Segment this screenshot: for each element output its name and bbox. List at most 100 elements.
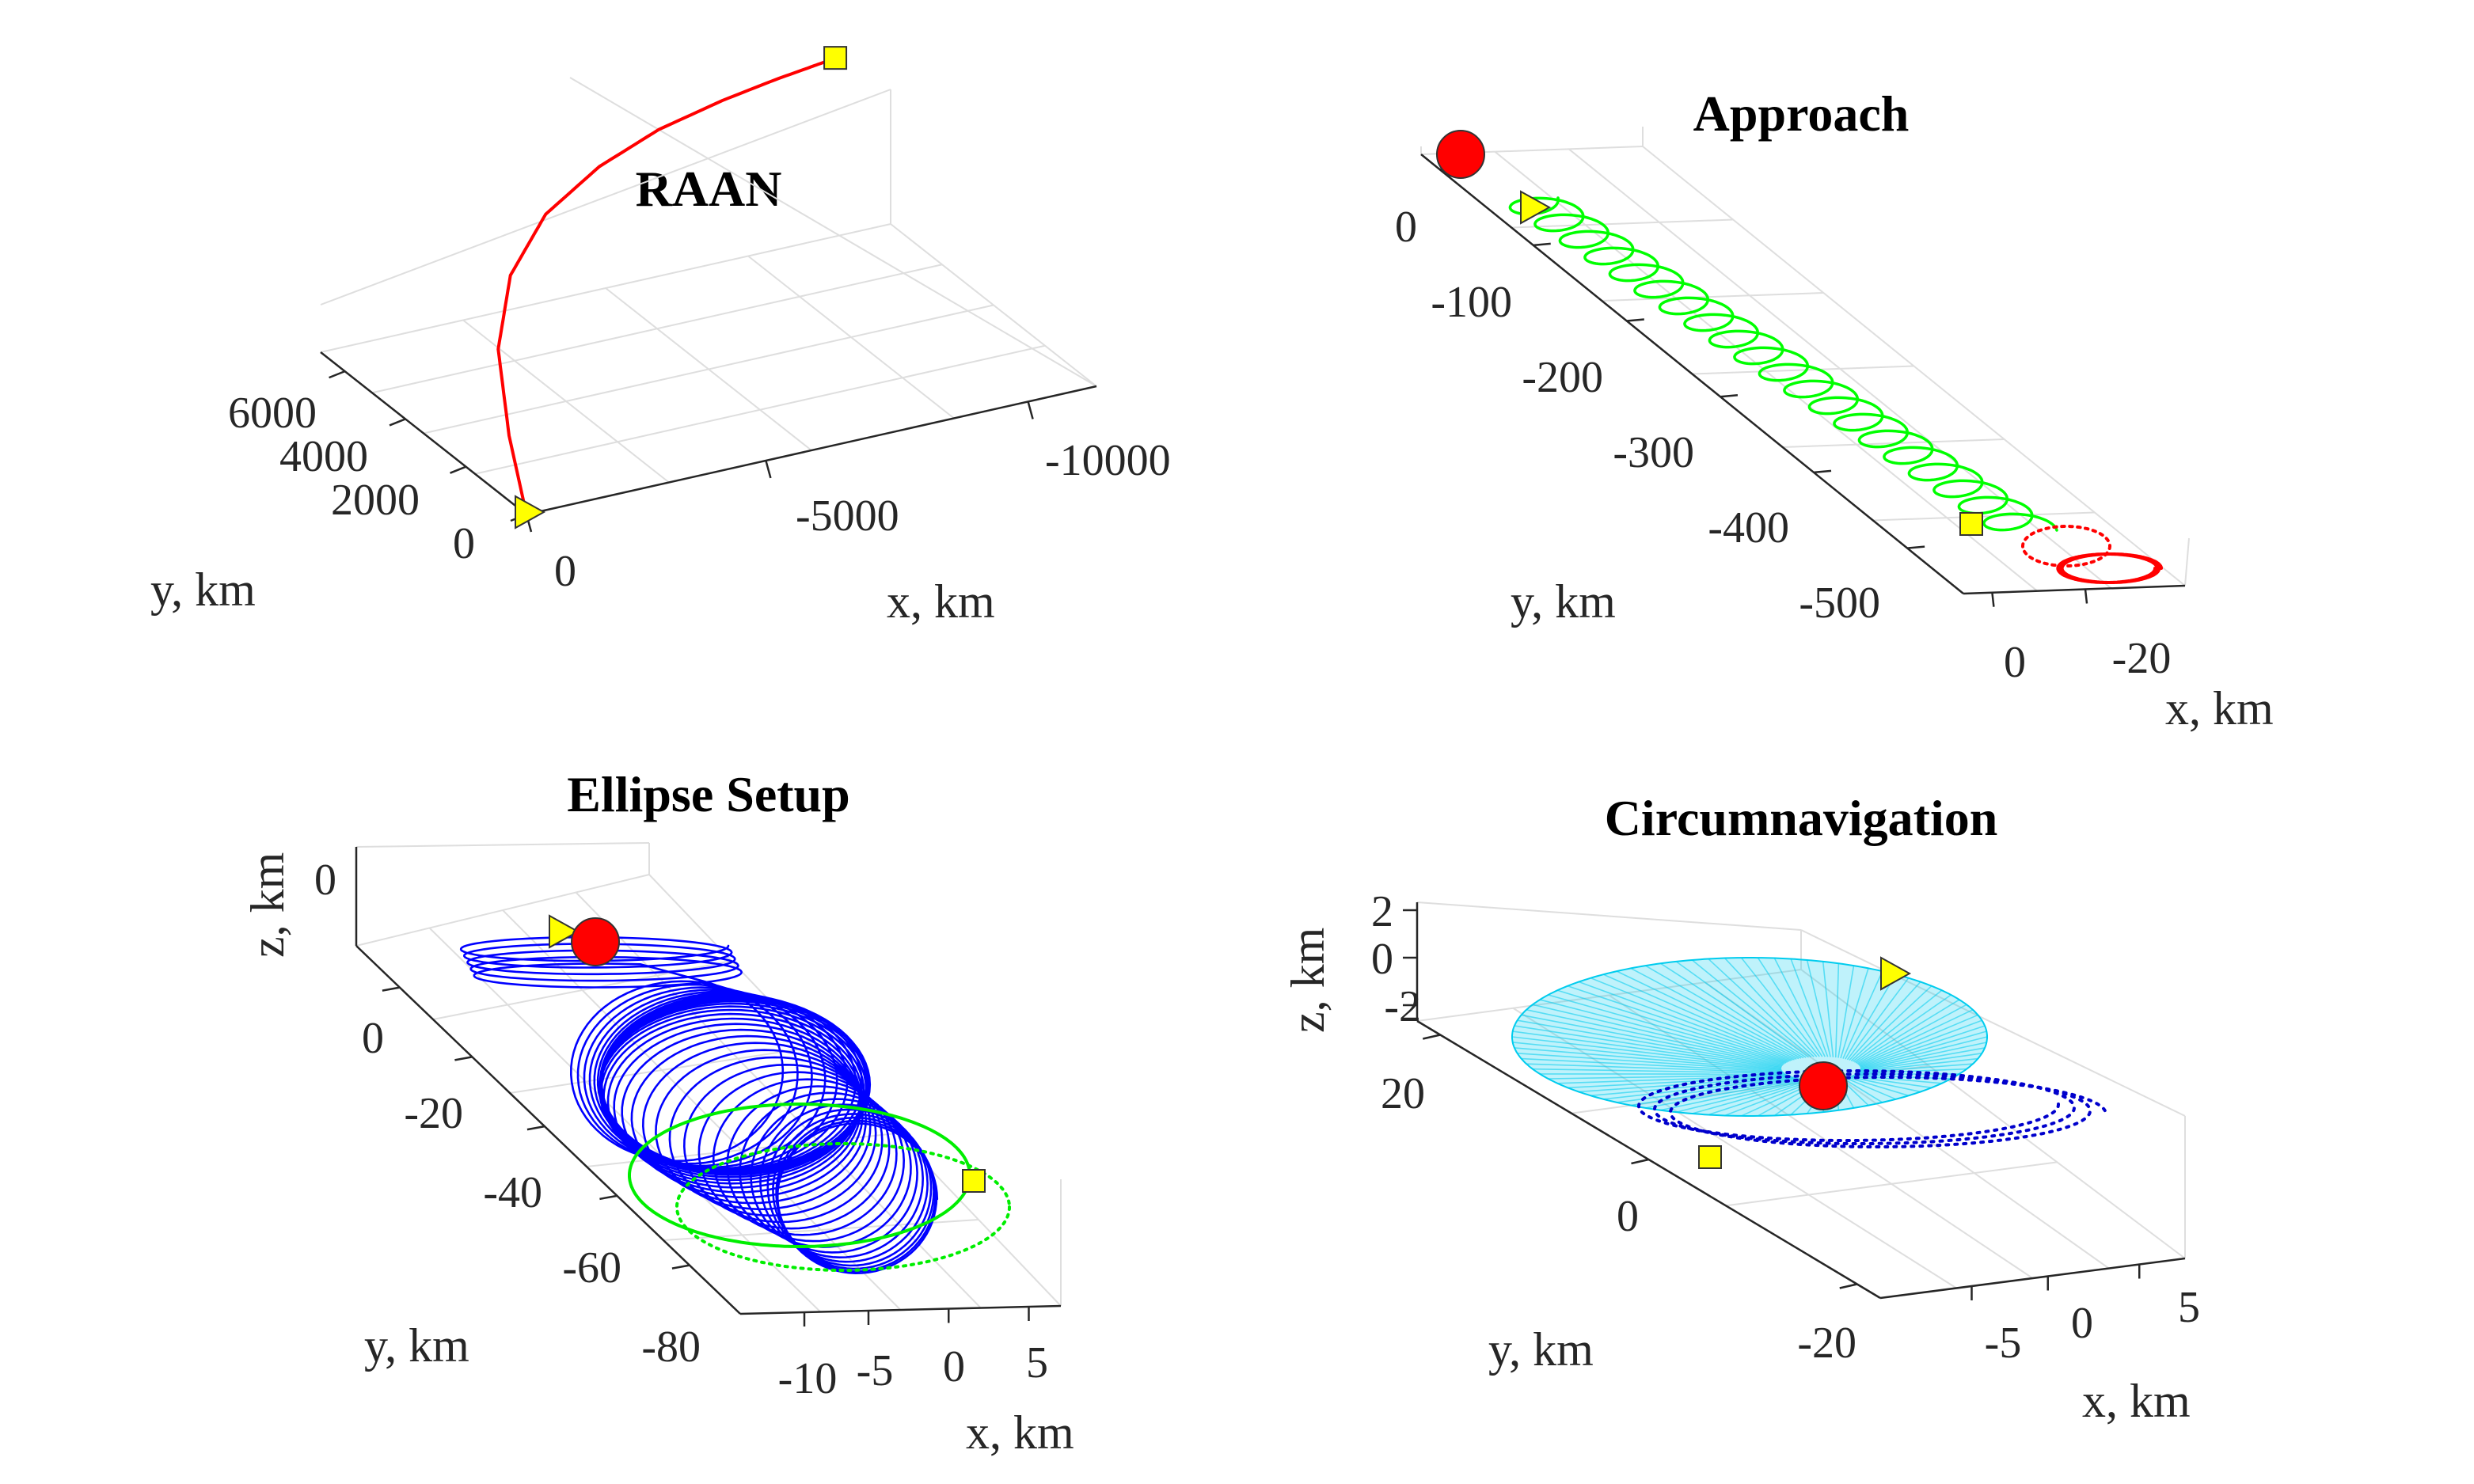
x-tick: -5 xyxy=(1985,1319,2022,1368)
z-ticks-ellipse-setup: 0 xyxy=(314,856,336,905)
surface-fill xyxy=(1511,957,1988,1117)
panel-raan: RAAN 0 -5000 -10000 0 2000 4000 6000 x, … xyxy=(150,46,1171,628)
surface-line xyxy=(1660,962,1807,1058)
grid-line xyxy=(502,909,902,1311)
y-label-approach: y, km xyxy=(1511,575,1616,628)
surface-line xyxy=(1853,994,1951,1063)
y-label-ellipse-setup: y, km xyxy=(364,1319,469,1372)
grid-line xyxy=(1511,218,1734,229)
panel-ellipse-setup: Ellipse Setup 0 0 -20 -40 -60 -80 -10 -5… xyxy=(241,766,1074,1459)
trajectory-line xyxy=(496,56,838,516)
y-tick: 0 xyxy=(453,519,475,568)
surface-line xyxy=(1676,1079,1809,1113)
z-label-circumnavigation: z, km xyxy=(1282,928,1334,1033)
surface-line xyxy=(1859,1019,1982,1067)
surface-line xyxy=(1645,965,1804,1059)
surface-line xyxy=(1517,1052,1783,1072)
x-tick: -10 xyxy=(778,1354,838,1403)
y-tick: -100 xyxy=(1431,278,1512,327)
y-tick-mark xyxy=(450,465,466,474)
surface-line xyxy=(1860,1025,1986,1068)
y-tick: -400 xyxy=(1708,503,1789,552)
surface-line xyxy=(1846,977,1910,1061)
surface-line xyxy=(1517,1019,1783,1067)
surface-line xyxy=(1860,1030,1987,1068)
surface-line xyxy=(1645,1078,1804,1109)
surface-line xyxy=(1539,999,1787,1064)
green-ellipse-line xyxy=(628,1103,971,1248)
y-tick: 20 xyxy=(1381,1069,1425,1118)
y-tick: 2000 xyxy=(331,476,420,525)
surface-line xyxy=(1602,974,1797,1060)
x-tick: 5 xyxy=(1026,1338,1048,1387)
markers-approach xyxy=(1436,130,1983,536)
marker-triangle xyxy=(1520,190,1552,225)
grid-circumnavigation xyxy=(1403,901,2186,1300)
surface-line xyxy=(1514,1047,1782,1071)
surface-line xyxy=(1860,1036,1988,1069)
surface-line xyxy=(1860,1047,1986,1071)
x-tick: -10000 xyxy=(1045,436,1171,485)
marker-square xyxy=(1959,512,1983,536)
surface-line xyxy=(1532,1068,1785,1074)
grid-line xyxy=(355,842,650,848)
surface-line xyxy=(1512,1042,1782,1070)
surface-line xyxy=(1660,1079,1807,1111)
x-label-ellipse-setup: x, km xyxy=(966,1406,1074,1459)
x-ticks-raan: 0 -5000 -10000 xyxy=(554,436,1171,596)
surface-line xyxy=(1849,981,1921,1061)
grid-line xyxy=(1512,1007,1957,1289)
surface-line xyxy=(1834,963,1840,1058)
x-tick-mark xyxy=(765,460,772,479)
surface-line xyxy=(1858,1057,1978,1072)
y-tick-mark xyxy=(1631,1158,1649,1165)
z-tick: -2 xyxy=(1384,982,1421,1031)
surface-line xyxy=(1724,958,1818,1057)
surface-line xyxy=(1691,959,1812,1058)
y-tick: 0 xyxy=(362,1014,384,1063)
surface-line xyxy=(1849,1076,1921,1093)
surface-line xyxy=(1859,1052,1982,1072)
grid-line xyxy=(1704,981,2110,1270)
x-tick: 5 xyxy=(2178,1283,2200,1332)
x-ticks-circumnavigation: -5 0 5 xyxy=(1985,1283,2200,1368)
grid-line xyxy=(890,223,1097,387)
y-tick: -80 xyxy=(641,1323,701,1372)
x-tick: 0 xyxy=(943,1342,965,1391)
y-tick-mark xyxy=(389,418,406,427)
y-tick: -200 xyxy=(1522,353,1603,402)
surface-line xyxy=(1708,1080,1815,1116)
y-tick-mark xyxy=(1907,545,1925,549)
surface-line xyxy=(1708,958,1815,1057)
y-tick-mark xyxy=(1720,393,1739,398)
grid-line xyxy=(605,287,812,451)
series-ellipse-setup xyxy=(459,936,1011,1274)
y-axis-line xyxy=(320,351,527,515)
surface-line xyxy=(1526,1063,1784,1073)
x-label-approach: x, km xyxy=(2165,682,2274,734)
y-tick-mark xyxy=(1533,242,1551,247)
y-tick: 0 xyxy=(1395,203,1417,252)
x-label-raan: x, km xyxy=(887,575,995,628)
y-tick-mark xyxy=(1813,469,1832,474)
surface-line xyxy=(1847,1076,1909,1097)
marker-triangle xyxy=(515,495,546,529)
surface-line xyxy=(1630,967,1802,1059)
surface-line xyxy=(1521,1014,1784,1066)
surface-line xyxy=(1856,1004,1967,1065)
y-tick-mark xyxy=(1839,1283,1858,1289)
surface-line xyxy=(1590,977,1795,1061)
surface-line xyxy=(1858,1014,1978,1066)
surface-line xyxy=(1845,1077,1897,1100)
y-tick: -60 xyxy=(562,1243,621,1292)
transfer-dotted-line xyxy=(2021,525,2111,567)
x-tick: -5 xyxy=(857,1346,894,1395)
panel-circumnavigation: Circumnavigation 2 0 -2 20 0 -20 -5 0 5 … xyxy=(1282,790,2200,1427)
series-approach xyxy=(1508,196,2163,584)
y-tick: -20 xyxy=(1797,1319,1856,1368)
y-tick: -300 xyxy=(1613,428,1694,477)
x-tick-mark xyxy=(1991,592,1995,607)
z-label-ellipse-setup: z, km xyxy=(241,852,294,958)
surface-line xyxy=(1675,961,1810,1058)
